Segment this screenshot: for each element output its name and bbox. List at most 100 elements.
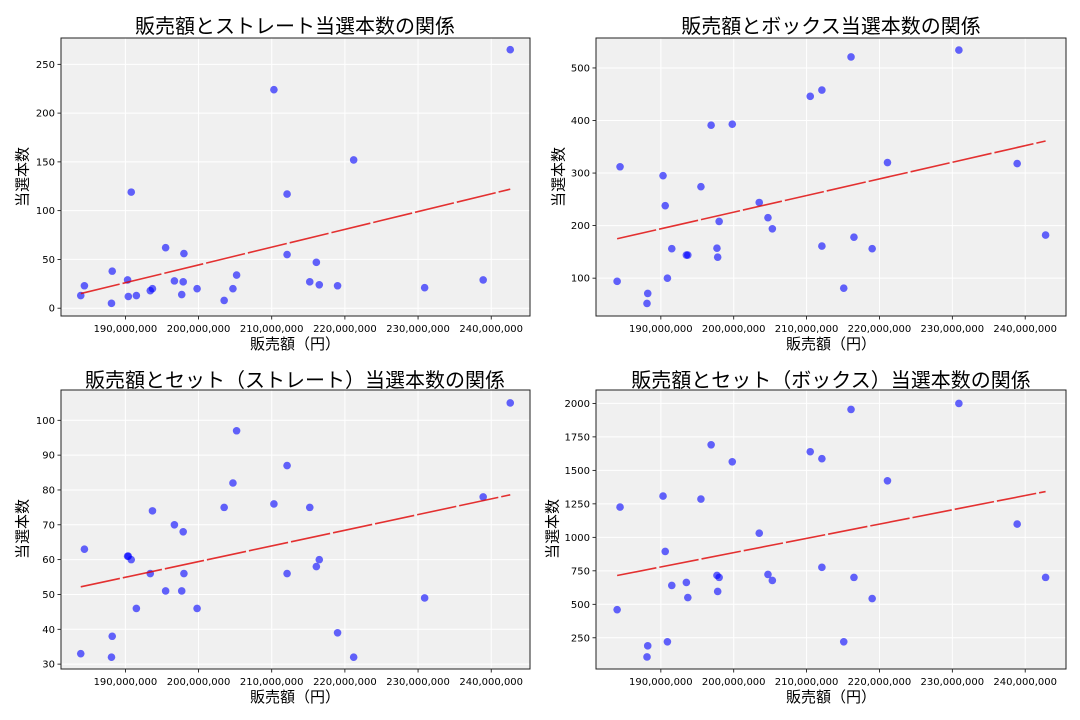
data-point bbox=[768, 224, 777, 233]
data-point bbox=[839, 638, 848, 646]
data-point bbox=[663, 274, 672, 282]
data-point bbox=[420, 283, 429, 292]
trend-line bbox=[616, 140, 1046, 240]
y-tick-label: 250 bbox=[571, 633, 590, 644]
data-point bbox=[232, 271, 241, 279]
data-point bbox=[806, 92, 815, 101]
data-point bbox=[177, 587, 186, 595]
data-point bbox=[728, 457, 737, 466]
data-point bbox=[868, 594, 876, 603]
data-point bbox=[1041, 573, 1050, 582]
y-tick-label: 1250 bbox=[565, 499, 590, 510]
chart-2-ylabel: 当選本数 bbox=[549, 146, 568, 208]
data-point bbox=[132, 291, 141, 300]
data-point bbox=[643, 299, 651, 308]
data-point bbox=[479, 276, 487, 284]
data-point bbox=[76, 649, 85, 658]
plot-area bbox=[596, 390, 1066, 669]
data-point bbox=[283, 569, 291, 578]
data-point bbox=[177, 290, 186, 299]
data-point bbox=[305, 278, 314, 286]
axes-frame bbox=[60, 37, 531, 317]
data-point bbox=[124, 292, 133, 301]
trend-line bbox=[80, 188, 511, 295]
data-point bbox=[283, 190, 291, 198]
data-point bbox=[270, 85, 278, 94]
data-point bbox=[643, 653, 651, 661]
data-point bbox=[506, 45, 515, 54]
y-tick-label: 70 bbox=[42, 520, 55, 531]
data-point bbox=[850, 233, 858, 241]
data-point bbox=[132, 604, 141, 613]
y-tick-label: 50 bbox=[42, 255, 55, 266]
x-tick-label: 200,000,000 bbox=[167, 324, 231, 335]
data-point bbox=[883, 477, 892, 485]
x-tick-label: 230,000,000 bbox=[386, 677, 450, 688]
data-point bbox=[315, 555, 324, 564]
chart-2: 190,000,000 200,000,000 210,000,000 220,000… bbox=[571, 37, 1067, 335]
data-point bbox=[179, 278, 187, 286]
y-tick-label: 100 bbox=[36, 416, 55, 427]
y-tick-label: 30 bbox=[42, 660, 55, 671]
data-point bbox=[1013, 159, 1021, 168]
data-point bbox=[283, 461, 291, 470]
data-point bbox=[818, 563, 826, 572]
data-point bbox=[643, 642, 652, 650]
data-point bbox=[479, 493, 487, 501]
chart-3-xlabel: 販売額（円） bbox=[249, 688, 341, 706]
data-point bbox=[847, 53, 855, 61]
data-point bbox=[127, 188, 136, 196]
data-point bbox=[755, 198, 764, 207]
data-point bbox=[684, 593, 692, 602]
y-tick-label: 50 bbox=[42, 590, 55, 601]
chart-1-title: 販売額とストレート当選本数の関係 bbox=[135, 14, 455, 38]
data-point bbox=[127, 555, 136, 564]
data-point bbox=[232, 426, 241, 435]
x-tick-label: 240,000,000 bbox=[459, 324, 523, 335]
x-tick-label: 190,000,000 bbox=[94, 324, 158, 335]
data-point bbox=[229, 284, 237, 293]
data-point bbox=[755, 529, 764, 537]
data-point bbox=[148, 507, 157, 515]
data-point bbox=[684, 251, 692, 259]
data-point bbox=[847, 405, 855, 414]
data-point bbox=[955, 399, 963, 408]
x-tick-label: 210,000,000 bbox=[775, 677, 839, 688]
data-point bbox=[883, 158, 892, 167]
chart-4-xlabel: 販売額（円） bbox=[785, 688, 877, 706]
data-point bbox=[613, 605, 621, 614]
plot-area bbox=[61, 390, 530, 669]
data-point bbox=[661, 547, 670, 556]
y-tick-label: 80 bbox=[42, 485, 55, 496]
y-tick-label: 100 bbox=[36, 206, 55, 217]
y-tick-label: 2000 bbox=[565, 399, 590, 410]
data-point bbox=[180, 569, 188, 578]
data-point bbox=[170, 277, 179, 285]
y-tick-label: 400 bbox=[571, 116, 590, 127]
data-point bbox=[616, 503, 624, 511]
data-point bbox=[707, 440, 715, 449]
data-point bbox=[148, 284, 157, 293]
data-point bbox=[682, 578, 691, 587]
data-point bbox=[108, 632, 117, 641]
data-point bbox=[312, 562, 321, 571]
y-tick-label: 100 bbox=[571, 274, 590, 285]
y-tick-label: 200 bbox=[571, 221, 590, 232]
data-point bbox=[420, 594, 429, 602]
x-tick-label: 210,000,000 bbox=[240, 677, 304, 688]
data-point bbox=[643, 289, 652, 298]
data-point bbox=[315, 280, 324, 289]
data-point bbox=[806, 447, 815, 456]
data-point bbox=[659, 171, 667, 180]
axes-frame bbox=[60, 389, 531, 670]
y-tick-label: 750 bbox=[571, 566, 590, 577]
data-point bbox=[764, 570, 772, 579]
chart-1-xlabel: 販売額（円） bbox=[249, 335, 341, 353]
data-point bbox=[818, 242, 826, 250]
x-tick-label: 200,000,000 bbox=[167, 677, 231, 688]
data-point bbox=[1013, 520, 1021, 528]
x-tick-label: 220,000,000 bbox=[848, 324, 912, 335]
y-tick-label: 300 bbox=[571, 169, 590, 180]
data-point bbox=[305, 503, 314, 512]
